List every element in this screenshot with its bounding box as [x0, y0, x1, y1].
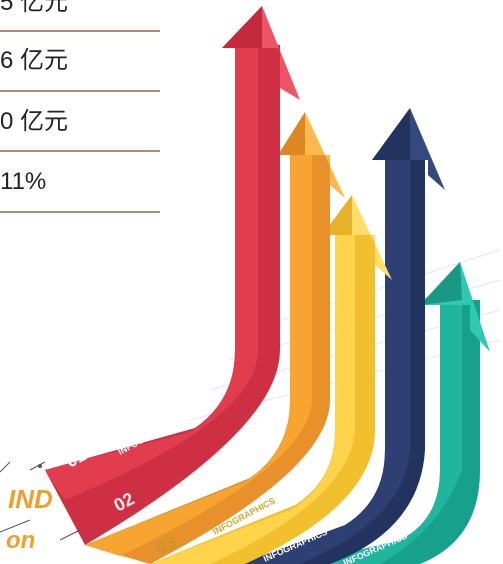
divider [0, 90, 160, 92]
corner-logo: IND on [0, 461, 81, 554]
corner-logo-line2: on [6, 527, 35, 554]
divider [0, 150, 160, 152]
corner-logo-line1: IND [8, 484, 53, 514]
divider [0, 211, 160, 213]
arrow-05 [300, 262, 490, 564]
arrow-02 [85, 112, 345, 564]
stat-value: 5 亿元 [0, 0, 69, 16]
arrow-04 [240, 108, 445, 564]
arrow-01 [45, 6, 300, 545]
stat-value: 11% [0, 168, 47, 195]
stat-value: 0 亿元 [0, 108, 69, 135]
divider [0, 30, 160, 32]
stat-value: 6 亿元 [0, 47, 69, 74]
